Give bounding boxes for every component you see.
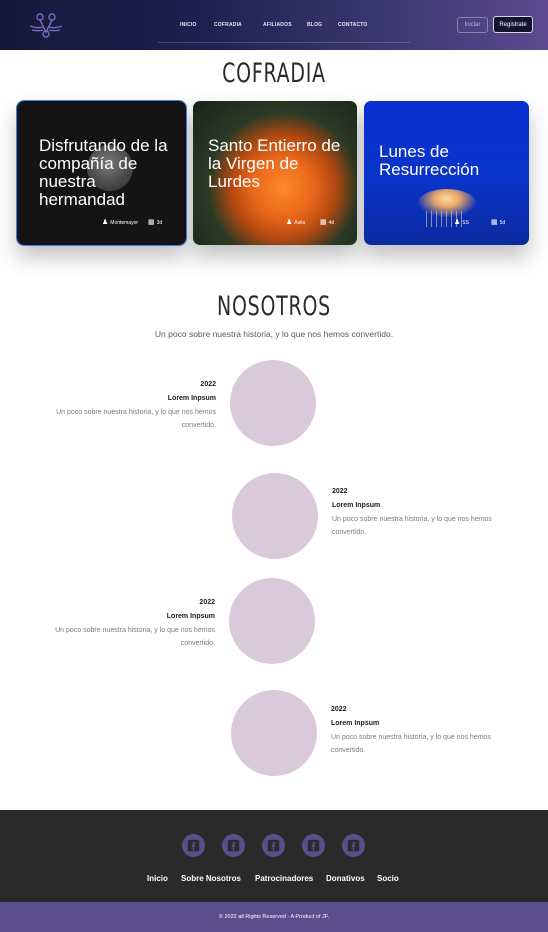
facebook-icon [307, 839, 320, 852]
card-date: ▦ 4d [320, 219, 334, 226]
login-button[interactable]: Iniciar [457, 17, 488, 33]
card-date-label: 3d [156, 219, 163, 226]
nav-item-contacto[interactable]: CONTACTO [338, 22, 368, 28]
footer-link-sobre-nosotros[interactable]: Sobre Nosotros [181, 874, 242, 883]
card-author-label: Ávila [294, 219, 306, 226]
timeline-title: Lorem Inpsum [332, 502, 381, 509]
news-card[interactable]: Disfrutando de la compañía de nuestra he… [16, 100, 187, 246]
register-button[interactable]: Registrate [493, 16, 533, 33]
card-date-label: 5d [499, 219, 506, 226]
moon-image [87, 145, 133, 191]
cofradia-title: COFRADIA [222, 58, 326, 89]
facebook-link[interactable] [262, 834, 285, 857]
card-title: Disfrutando de la compañía de nuestra he… [39, 136, 168, 209]
timeline-item: 2022 Lorem Inpsum Un poco sobre nuestra … [56, 379, 216, 432]
brand-logo-icon[interactable] [28, 10, 64, 40]
news-card[interactable]: Lunes de Resurrección ♟ SS ▦ 5d [364, 101, 529, 245]
facebook-link[interactable] [182, 834, 205, 857]
calendar-icon: ▦ [148, 219, 155, 226]
copyright-bar [0, 902, 548, 932]
copyright-text: © 2022 all Rights Reserved - A Product o… [218, 914, 330, 920]
nav-item-cofradia[interactable]: COFRADIA [214, 22, 242, 28]
facebook-link[interactable] [302, 834, 325, 857]
timeline-year: 2022 [331, 706, 347, 713]
nav-divider [158, 42, 410, 43]
timeline-title: Lorem Inpsum [166, 613, 215, 620]
person-icon: ♟ [102, 219, 109, 226]
card-title: Lunes de Resurrección [379, 142, 480, 179]
calendar-icon: ▦ [491, 219, 498, 226]
card-date: ▦ 5d [491, 219, 505, 226]
timeline-item: 2022 Lorem Inpsum Un poco sobre nuestra … [332, 486, 492, 539]
timeline-year: 2022 [199, 599, 215, 606]
nav-item-afiliados[interactable]: AFILIADOS [263, 22, 292, 28]
card-author: ♟ Montemayor [102, 219, 138, 226]
timeline-item: 2022 Lorem Inpsum Un poco sobre nuestra … [331, 704, 491, 757]
facebook-icon [347, 839, 360, 852]
person-icon: ♟ [286, 219, 293, 226]
facebook-icon [187, 839, 200, 852]
facebook-icon [227, 839, 240, 852]
main-nav: INICIO COFRADIA AFILIADOS BLOG CONTACTO [0, 22, 548, 32]
timeline-image [231, 690, 317, 776]
card-date-label: 4d [328, 219, 335, 226]
timeline-image [230, 360, 316, 446]
timeline-desc: Un poco sobre nuestra historia, y lo que… [331, 734, 491, 754]
person-icon: ♟ [454, 219, 461, 226]
card-author-label: SS [462, 219, 469, 226]
footer-link-inicio[interactable]: Inicio [147, 874, 168, 883]
footer-link-patrocinadores[interactable]: Patrocinadores [255, 874, 314, 883]
calendar-icon: ▦ [320, 219, 327, 226]
timeline-year: 2022 [200, 381, 216, 388]
timeline-item: 2022 Lorem Inpsum Un poco sobre nuestra … [55, 597, 215, 650]
timeline-desc: Un poco sobre nuestra historia, y lo que… [56, 409, 216, 429]
timeline-desc: Un poco sobre nuestra historia, y lo que… [55, 627, 215, 647]
card-date: ▦ 3d [148, 219, 162, 226]
nav-item-blog[interactable]: BLOG [307, 22, 323, 28]
facebook-link[interactable] [342, 834, 365, 857]
timeline-title: Lorem Inpsum [331, 720, 380, 727]
timeline-desc: Un poco sobre nuestra historia, y lo que… [332, 516, 492, 536]
jellyfish-tentacles [426, 211, 466, 227]
nosotros-title: NOSOTROS [217, 291, 331, 322]
card-author: ♟ Ávila [286, 219, 305, 226]
footer-link-socio[interactable]: Socio [377, 874, 399, 883]
card-author-label: Montemayor [110, 219, 139, 226]
nav-item-inicio[interactable]: INICIO [180, 22, 197, 28]
timeline-year: 2022 [332, 488, 348, 495]
timeline-title: Lorem Inpsum [167, 395, 216, 402]
footer-link-donativos[interactable]: Donativos [326, 874, 365, 883]
top-navbar: INICIO COFRADIA AFILIADOS BLOG CONTACTO … [0, 0, 548, 50]
nosotros-subtitle: Un poco sobre nuestra historia, y lo que… [154, 329, 394, 339]
timeline-image [229, 578, 315, 664]
card-title: Santo Entierro de la Virgen de Lurdes [208, 136, 341, 191]
timeline-image [232, 473, 318, 559]
facebook-link[interactable] [222, 834, 245, 857]
news-card[interactable]: Santo Entierro de la Virgen de Lurdes ♟ … [193, 101, 357, 245]
card-author: ♟ SS [454, 219, 469, 226]
facebook-icon [267, 839, 280, 852]
